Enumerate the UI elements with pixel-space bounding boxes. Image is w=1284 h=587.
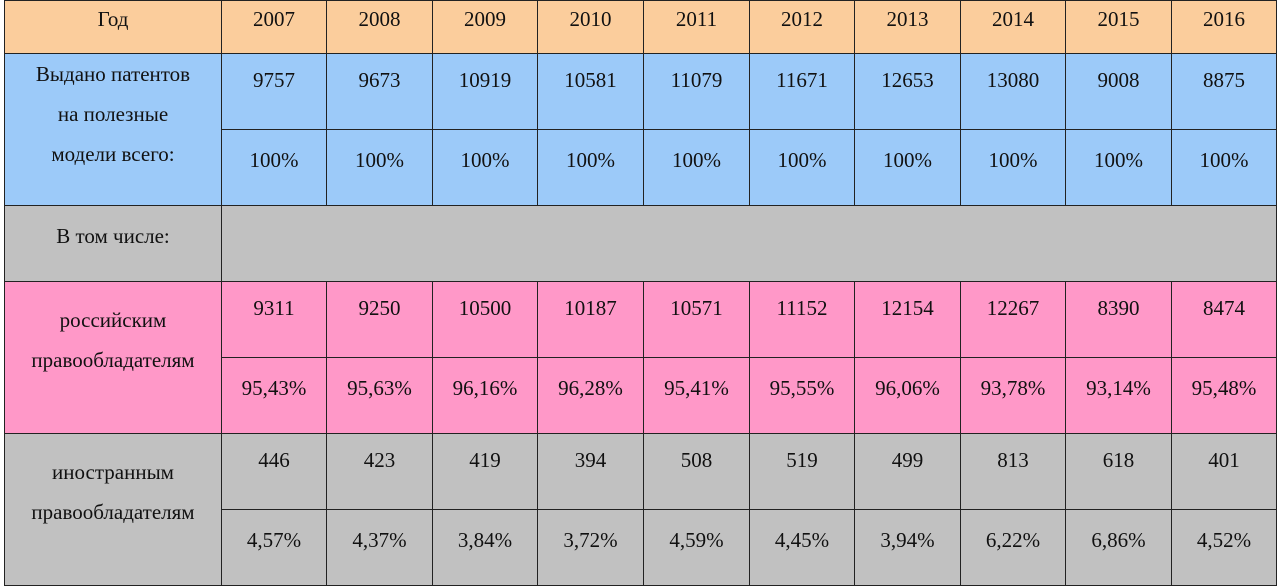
percent-cell: 95,63%	[327, 358, 433, 434]
year-header-cell: 2009	[433, 1, 538, 54]
patents-table: Год2007200820092010201120122013201420152…	[4, 0, 1277, 586]
percent-cell: 100%	[538, 130, 644, 206]
percent-cell: 93,78%	[961, 358, 1066, 434]
foreign-row-label: иностраннымправообладателям	[5, 434, 222, 586]
row-label-line: правообладателям	[5, 492, 221, 532]
year-header-cell: 2013	[855, 1, 961, 54]
percent-cell: 96,06%	[855, 358, 961, 434]
count-cell: 401	[1172, 434, 1277, 510]
count-cell: 419	[433, 434, 538, 510]
russian-count-row: российскимправообладателям93119250105001…	[5, 282, 1277, 358]
percent-cell: 4,59%	[644, 510, 750, 586]
count-cell: 8474	[1172, 282, 1277, 358]
count-cell: 9008	[1066, 54, 1172, 130]
percent-cell: 100%	[961, 130, 1066, 206]
percent-cell: 4,45%	[750, 510, 855, 586]
russian-row-label: российскимправообладателям	[5, 282, 222, 434]
year-header-cell: 2012	[750, 1, 855, 54]
total-row-label-text: Выдано патентовна полезныемодели всего:	[5, 54, 221, 174]
row-label-line: Выдано патентов	[5, 54, 221, 94]
percent-cell: 100%	[750, 130, 855, 206]
total-count-row: Выдано патентовна полезныемодели всего:9…	[5, 54, 1277, 130]
percent-cell: 6,86%	[1066, 510, 1172, 586]
count-cell: 11152	[750, 282, 855, 358]
percent-cell: 95,55%	[750, 358, 855, 434]
count-cell: 9757	[222, 54, 327, 130]
row-label-line: правообладателям	[5, 340, 221, 380]
count-cell: 9673	[327, 54, 433, 130]
foreign-row-label-text: иностраннымправообладателям	[5, 452, 221, 532]
count-cell: 394	[538, 434, 644, 510]
count-cell: 9311	[222, 282, 327, 358]
year-header-label: Год	[5, 1, 222, 54]
year-header-cell: 2011	[644, 1, 750, 54]
count-cell: 12267	[961, 282, 1066, 358]
count-cell: 8875	[1172, 54, 1277, 130]
percent-cell: 4,57%	[222, 510, 327, 586]
count-cell: 10187	[538, 282, 644, 358]
percent-cell: 100%	[433, 130, 538, 206]
count-cell: 499	[855, 434, 961, 510]
count-cell: 10500	[433, 282, 538, 358]
percent-cell: 100%	[327, 130, 433, 206]
percent-cell: 3,72%	[538, 510, 644, 586]
foreign-count-row: иностраннымправообладателям4464234193945…	[5, 434, 1277, 510]
percent-cell: 93,14%	[1066, 358, 1172, 434]
year-header-cell: 2007	[222, 1, 327, 54]
table-body: Год2007200820092010201120122013201420152…	[5, 1, 1277, 586]
percent-cell: 4,52%	[1172, 510, 1277, 586]
russian-row-label-text: российскимправообладателям	[5, 300, 221, 380]
including-label: В том числе:	[5, 206, 222, 282]
row-label-line: на полезные	[5, 94, 221, 134]
percent-cell: 4,37%	[327, 510, 433, 586]
count-cell: 618	[1066, 434, 1172, 510]
row-label-line: модели всего:	[5, 134, 221, 174]
percent-cell: 3,84%	[433, 510, 538, 586]
count-cell: 10581	[538, 54, 644, 130]
total-row-label: Выдано патентовна полезныемодели всего:	[5, 54, 222, 206]
year-header-cell: 2010	[538, 1, 644, 54]
count-cell: 10571	[644, 282, 750, 358]
percent-cell: 100%	[222, 130, 327, 206]
row-label-line: российским	[5, 300, 221, 340]
count-cell: 519	[750, 434, 855, 510]
count-cell: 13080	[961, 54, 1066, 130]
percent-cell: 3,94%	[855, 510, 961, 586]
count-cell: 508	[644, 434, 750, 510]
including-row: В том числе:	[5, 206, 1277, 282]
percent-cell: 96,28%	[538, 358, 644, 434]
count-cell: 12653	[855, 54, 961, 130]
percent-cell: 96,16%	[433, 358, 538, 434]
row-label-line: иностранным	[5, 452, 221, 492]
count-cell: 11671	[750, 54, 855, 130]
percent-cell: 100%	[644, 130, 750, 206]
percent-cell: 100%	[1172, 130, 1277, 206]
year-header-cell: 2008	[327, 1, 433, 54]
year-header-cell: 2014	[961, 1, 1066, 54]
count-cell: 8390	[1066, 282, 1172, 358]
count-cell: 446	[222, 434, 327, 510]
percent-cell: 100%	[1066, 130, 1172, 206]
header-row: Год2007200820092010201120122013201420152…	[5, 1, 1277, 54]
count-cell: 12154	[855, 282, 961, 358]
percent-cell: 95,43%	[222, 358, 327, 434]
percent-cell: 95,41%	[644, 358, 750, 434]
percent-cell: 6,22%	[961, 510, 1066, 586]
count-cell: 423	[327, 434, 433, 510]
percent-cell: 100%	[855, 130, 961, 206]
year-header-cell: 2015	[1066, 1, 1172, 54]
count-cell: 9250	[327, 282, 433, 358]
count-cell: 11079	[644, 54, 750, 130]
including-empty-span	[222, 206, 1277, 282]
percent-cell: 95,48%	[1172, 358, 1277, 434]
count-cell: 10919	[433, 54, 538, 130]
count-cell: 813	[961, 434, 1066, 510]
year-header-cell: 2016	[1172, 1, 1277, 54]
